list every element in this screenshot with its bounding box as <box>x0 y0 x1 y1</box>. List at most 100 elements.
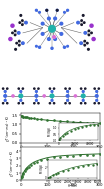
Circle shape <box>39 12 40 13</box>
Circle shape <box>22 88 24 89</box>
Circle shape <box>51 99 53 101</box>
Circle shape <box>20 99 22 101</box>
Circle shape <box>9 37 12 41</box>
Circle shape <box>46 9 48 11</box>
Circle shape <box>56 9 58 11</box>
Circle shape <box>43 95 45 97</box>
Circle shape <box>91 32 92 34</box>
Circle shape <box>74 95 77 97</box>
Circle shape <box>98 88 99 89</box>
Circle shape <box>88 30 90 32</box>
Circle shape <box>80 103 82 104</box>
Circle shape <box>96 99 98 101</box>
Circle shape <box>35 9 37 11</box>
X-axis label: T (K): T (K) <box>56 151 65 155</box>
Circle shape <box>54 38 56 40</box>
Circle shape <box>35 95 38 97</box>
Circle shape <box>18 103 19 104</box>
Circle shape <box>88 49 89 50</box>
Circle shape <box>11 24 14 27</box>
Circle shape <box>2 103 4 104</box>
Circle shape <box>4 95 7 97</box>
Circle shape <box>4 99 6 101</box>
Circle shape <box>82 15 84 16</box>
Circle shape <box>17 32 20 34</box>
Circle shape <box>38 46 41 48</box>
Circle shape <box>53 36 55 38</box>
Circle shape <box>60 33 63 35</box>
Circle shape <box>53 103 55 104</box>
Circle shape <box>19 40 20 42</box>
Y-axis label: χT (cm³ mol⁻¹ K): χT (cm³ mol⁻¹ K) <box>10 151 14 177</box>
Circle shape <box>77 21 79 24</box>
Circle shape <box>38 88 39 89</box>
Circle shape <box>80 42 82 44</box>
Circle shape <box>56 9 58 11</box>
Circle shape <box>48 17 50 20</box>
Circle shape <box>19 44 20 46</box>
Circle shape <box>84 22 85 23</box>
Circle shape <box>19 22 20 23</box>
Circle shape <box>81 20 82 21</box>
Circle shape <box>84 44 85 46</box>
Circle shape <box>85 103 86 104</box>
Circle shape <box>69 103 70 104</box>
Circle shape <box>65 88 66 89</box>
Circle shape <box>38 103 39 104</box>
Circle shape <box>22 24 23 25</box>
Circle shape <box>69 88 70 89</box>
Circle shape <box>20 91 22 92</box>
Circle shape <box>51 47 53 49</box>
Circle shape <box>60 22 63 25</box>
Circle shape <box>20 15 22 16</box>
Circle shape <box>94 88 95 89</box>
Circle shape <box>15 49 16 50</box>
Y-axis label: χT (cm³ mol⁻¹ K): χT (cm³ mol⁻¹ K) <box>6 115 10 141</box>
Circle shape <box>84 32 87 34</box>
Circle shape <box>22 42 24 44</box>
Circle shape <box>67 91 69 92</box>
Circle shape <box>66 95 69 97</box>
Circle shape <box>54 17 56 20</box>
Circle shape <box>16 43 17 44</box>
Circle shape <box>87 43 88 44</box>
Circle shape <box>53 88 55 89</box>
Circle shape <box>18 88 19 89</box>
Circle shape <box>81 94 85 98</box>
Circle shape <box>22 20 23 21</box>
Circle shape <box>2 88 4 89</box>
Circle shape <box>41 22 44 25</box>
Circle shape <box>22 103 24 104</box>
Circle shape <box>65 103 66 104</box>
Circle shape <box>67 45 68 47</box>
Circle shape <box>95 95 98 97</box>
Circle shape <box>90 24 93 27</box>
Circle shape <box>82 99 84 101</box>
Circle shape <box>67 9 69 11</box>
Circle shape <box>94 103 95 104</box>
Circle shape <box>96 91 98 92</box>
Circle shape <box>98 103 99 104</box>
Circle shape <box>14 34 16 36</box>
Circle shape <box>7 103 8 104</box>
Circle shape <box>80 88 82 89</box>
Circle shape <box>67 99 69 101</box>
Circle shape <box>46 9 48 11</box>
Circle shape <box>85 88 86 89</box>
Circle shape <box>81 24 82 25</box>
Circle shape <box>12 95 14 97</box>
Circle shape <box>41 33 44 35</box>
Circle shape <box>12 32 13 34</box>
Circle shape <box>82 91 84 92</box>
Circle shape <box>92 37 95 41</box>
Circle shape <box>34 103 35 104</box>
Circle shape <box>63 46 66 48</box>
Circle shape <box>35 91 37 92</box>
Circle shape <box>88 34 90 36</box>
Circle shape <box>25 21 27 24</box>
Circle shape <box>34 88 35 89</box>
Circle shape <box>49 88 51 89</box>
Circle shape <box>7 88 8 89</box>
Circle shape <box>49 26 55 32</box>
Circle shape <box>4 91 6 92</box>
